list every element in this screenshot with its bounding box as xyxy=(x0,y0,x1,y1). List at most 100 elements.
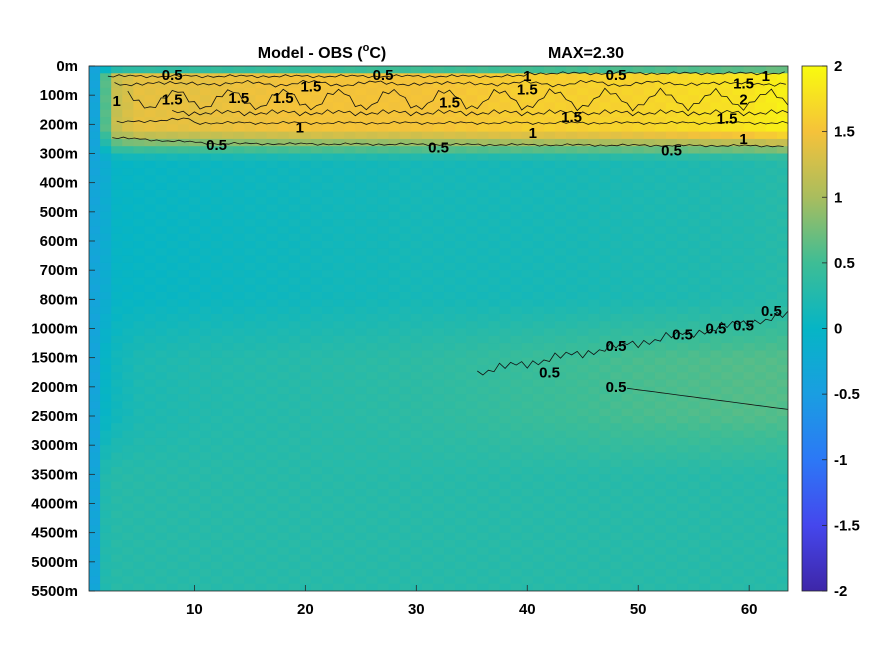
heatmap-cell xyxy=(455,226,467,235)
y-tick-label: 600m xyxy=(40,233,78,250)
heatmap-cell xyxy=(654,313,667,322)
heatmap-cell xyxy=(765,569,778,578)
heatmap-cell xyxy=(100,357,112,366)
heatmap-cell xyxy=(532,423,545,432)
heatmap-cell xyxy=(344,372,356,381)
heatmap-cell xyxy=(222,525,234,534)
heatmap-cell xyxy=(610,547,623,556)
heatmap-cell xyxy=(155,372,168,381)
heatmap-cell xyxy=(288,430,301,439)
heatmap-cell xyxy=(444,547,456,556)
heatmap-cell xyxy=(677,416,689,424)
heatmap-cell xyxy=(610,313,623,322)
heatmap-cell xyxy=(643,452,656,461)
heatmap-cell xyxy=(510,109,523,118)
heatmap-cell xyxy=(410,160,423,169)
heatmap-cell xyxy=(477,160,490,169)
heatmap-cell xyxy=(366,292,379,300)
heatmap-cell xyxy=(310,372,323,381)
heatmap-cell xyxy=(610,211,623,220)
heatmap-cell xyxy=(654,525,667,534)
heatmap-cell xyxy=(732,292,745,300)
heatmap-cell xyxy=(577,226,589,235)
heatmap-cell xyxy=(155,168,168,176)
heatmap-cell xyxy=(310,299,323,308)
heatmap-cell xyxy=(310,364,323,373)
heatmap-cell xyxy=(765,204,778,213)
heatmap-cell xyxy=(543,124,556,133)
heatmap-cell xyxy=(388,510,401,519)
heatmap-cell xyxy=(699,66,711,74)
heatmap-cell xyxy=(466,160,478,169)
heatmap-cell xyxy=(710,131,723,140)
heatmap-cell xyxy=(166,95,179,104)
heatmap-cell xyxy=(277,510,290,519)
heatmap-cell xyxy=(322,226,334,235)
heatmap-cell xyxy=(277,306,290,315)
heatmap-cell xyxy=(144,109,157,118)
heatmap-cell xyxy=(543,496,556,505)
heatmap-cell xyxy=(732,160,745,169)
heatmap-cell xyxy=(455,430,467,439)
heatmap-cell xyxy=(577,357,589,366)
heatmap-cell xyxy=(166,459,179,468)
heatmap-cell xyxy=(410,182,423,191)
heatmap-cell xyxy=(632,459,645,468)
heatmap-cell xyxy=(765,175,778,184)
heatmap-cell xyxy=(333,467,345,475)
heatmap-cell xyxy=(299,518,312,526)
heatmap-cell xyxy=(532,153,545,162)
heatmap-cell xyxy=(510,452,523,461)
heatmap-cell xyxy=(388,182,401,191)
heatmap-cell xyxy=(444,525,456,534)
heatmap-cell xyxy=(288,445,301,454)
heatmap-cell xyxy=(344,401,356,410)
heatmap-cell xyxy=(310,350,323,359)
heatmap-cell xyxy=(255,270,268,279)
heatmap-cell xyxy=(399,262,412,271)
heatmap-cell xyxy=(643,262,656,271)
heatmap-cell xyxy=(388,153,401,162)
heatmap-cell xyxy=(388,488,401,497)
heatmap-cell xyxy=(632,576,645,585)
heatmap-cell xyxy=(555,525,567,534)
heatmap-cell xyxy=(144,233,157,242)
colorbar-tick-label: 1.5 xyxy=(834,124,855,141)
heatmap-cell xyxy=(721,233,734,242)
contour-label: 0.5 xyxy=(606,338,627,355)
heatmap-cell xyxy=(144,204,157,213)
heatmap-cell xyxy=(643,255,656,264)
heatmap-cell xyxy=(344,168,356,176)
heatmap-cell xyxy=(199,452,212,461)
heatmap-cell xyxy=(710,321,723,330)
y-tick-label: 500m xyxy=(40,204,78,221)
heatmap-cell xyxy=(222,372,234,381)
heatmap-cell xyxy=(244,386,257,395)
heatmap-cell xyxy=(177,401,190,410)
heatmap-cell xyxy=(133,510,146,519)
heatmap-cell xyxy=(355,306,367,315)
heatmap-cell xyxy=(732,510,745,519)
heatmap-cell xyxy=(388,189,401,198)
heatmap-cell xyxy=(122,219,134,228)
heatmap-cell xyxy=(643,292,656,300)
heatmap-cell xyxy=(610,328,623,337)
heatmap-cell xyxy=(355,219,367,228)
heatmap-cell xyxy=(776,561,788,570)
heatmap-cell xyxy=(133,284,146,293)
heatmap-cell xyxy=(577,452,589,461)
heatmap-cell xyxy=(621,452,634,461)
heatmap-cell xyxy=(477,255,490,264)
heatmap-cell xyxy=(599,430,612,439)
heatmap-cell xyxy=(543,510,556,519)
heatmap-cell xyxy=(688,583,700,591)
heatmap-cell xyxy=(521,131,534,140)
heatmap-cell xyxy=(155,576,168,585)
heatmap-cell xyxy=(721,189,734,198)
heatmap-cell xyxy=(344,510,356,519)
heatmap-cell xyxy=(421,525,434,534)
heatmap-cell xyxy=(555,117,567,125)
heatmap-cell xyxy=(233,488,245,497)
heatmap-cell xyxy=(199,146,212,155)
heatmap-cell xyxy=(432,561,445,570)
